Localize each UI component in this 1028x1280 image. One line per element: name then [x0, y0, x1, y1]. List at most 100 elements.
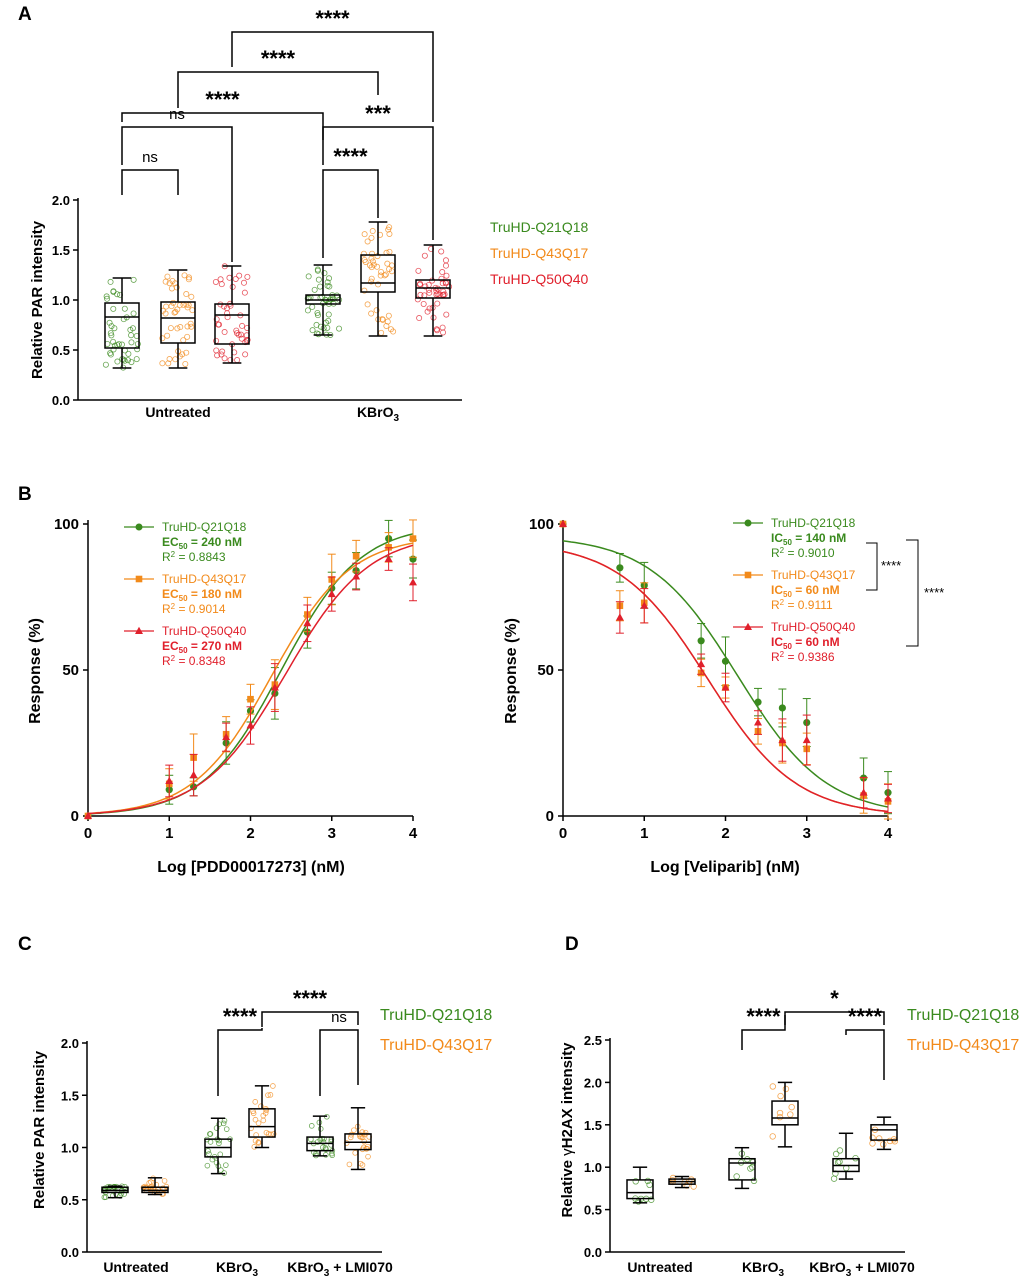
- panel-c-legend-0: TruHD-Q21Q18: [380, 1007, 492, 1024]
- data-point: [204, 1162, 211, 1169]
- y-tick-label: 2.0: [61, 1036, 79, 1051]
- data-point: [836, 1147, 844, 1154]
- data-point: [777, 1092, 784, 1100]
- data-point: [252, 1099, 259, 1105]
- y-tick-label: 1.0: [584, 1160, 602, 1175]
- legend-name: TruHD-Q43Q17: [771, 568, 856, 582]
- data-point: [782, 1085, 790, 1093]
- y-tick-label: 0: [71, 808, 79, 825]
- data-point: [417, 280, 424, 287]
- significance-0: ns: [121, 149, 179, 195]
- data-point: [159, 335, 166, 342]
- data-point: [114, 291, 121, 298]
- panel-b-left-xlabel: Log [PDD00017273] (nM): [157, 859, 345, 876]
- data-point: [239, 322, 246, 329]
- y-tick-label: 100: [54, 516, 79, 533]
- data-point: [416, 315, 423, 322]
- significance-1: ns: [319, 1009, 359, 1096]
- data-point: [240, 279, 247, 286]
- significance-bracket: [322, 126, 434, 240]
- data-point: [134, 340, 141, 347]
- box-1: [668, 1174, 697, 1190]
- box-2: [212, 263, 251, 364]
- box-4: [360, 221, 397, 337]
- data-point: [648, 1196, 655, 1203]
- data-point: [217, 276, 224, 283]
- data-point: [325, 311, 332, 318]
- box-5: [869, 1116, 899, 1151]
- y-tick-label: 2.0: [52, 193, 70, 208]
- data-point: [329, 296, 336, 303]
- data-point: [106, 319, 113, 326]
- data-point: [326, 275, 333, 282]
- data-point: [164, 273, 171, 280]
- data-point: [222, 732, 231, 741]
- data-point: [379, 316, 386, 323]
- data-point: [426, 289, 433, 296]
- data-point: [375, 281, 382, 288]
- panel-d-group-kbro3: KBrO3: [742, 1259, 785, 1279]
- y-tick-label: 0.0: [584, 1245, 602, 1260]
- data-point: [384, 554, 393, 563]
- data-point: [385, 312, 392, 319]
- data-point: [213, 1125, 220, 1131]
- data-point: [869, 1140, 876, 1147]
- legend-value: IC50 = 60 nM: [771, 583, 840, 599]
- data-point: [309, 327, 316, 334]
- significance-6: ****: [231, 6, 434, 122]
- box-4: [830, 1132, 860, 1182]
- x-tick-label: 0: [559, 825, 567, 842]
- box-iqr: [771, 1100, 799, 1126]
- legend-name: TruHD-Q50Q40: [771, 620, 856, 634]
- data-point: [314, 309, 321, 316]
- data-point: [304, 295, 311, 302]
- data-point: [102, 361, 109, 368]
- data-point: [446, 283, 453, 290]
- significance-bracket: [845, 1029, 885, 1080]
- significance-bracket: [261, 1011, 359, 1027]
- data-point: [255, 1140, 262, 1146]
- data-point: [359, 1162, 366, 1168]
- data-point: [110, 346, 117, 353]
- data-point: [163, 303, 170, 310]
- data-point: [166, 280, 173, 287]
- y-tick-label: 2.0: [584, 1075, 602, 1090]
- data-point: [244, 273, 251, 280]
- data-point: [111, 325, 118, 332]
- significance-label: ****: [205, 87, 240, 112]
- data-point: [433, 291, 440, 298]
- data-point: [886, 1137, 894, 1145]
- data-point: [442, 262, 449, 269]
- significance-label: ****: [746, 1004, 781, 1029]
- data-point: [217, 1151, 224, 1158]
- x-tick-label: 0: [84, 825, 92, 842]
- data-point: [308, 1123, 315, 1129]
- significance-label: ****: [333, 144, 368, 169]
- data-point: [221, 329, 228, 336]
- data-point: [421, 292, 428, 299]
- box-iqr: [360, 254, 396, 293]
- panel-c-group-kbro3-lmi070: KBrO3 + LMI070: [287, 1259, 393, 1279]
- panel-label-c: C: [18, 934, 32, 955]
- legend-marker: [744, 571, 752, 579]
- data-point: [364, 238, 371, 245]
- data-point: [252, 1116, 259, 1123]
- data-point: [721, 657, 730, 665]
- data-point: [247, 695, 254, 703]
- data-point: [387, 326, 394, 333]
- panel-d-group-untreated: Untreated: [627, 1259, 692, 1275]
- y-tick-label: 0.0: [61, 1245, 79, 1260]
- data-point: [697, 659, 706, 668]
- data-point: [133, 356, 140, 363]
- data-point: [378, 329, 385, 336]
- data-point: [118, 341, 125, 348]
- series-0: [84, 519, 417, 820]
- data-point: [440, 288, 447, 295]
- data-point: [386, 248, 393, 255]
- data-point: [369, 228, 376, 235]
- data-point: [365, 1153, 371, 1160]
- data-point: [361, 231, 368, 238]
- data-point: [750, 1177, 758, 1185]
